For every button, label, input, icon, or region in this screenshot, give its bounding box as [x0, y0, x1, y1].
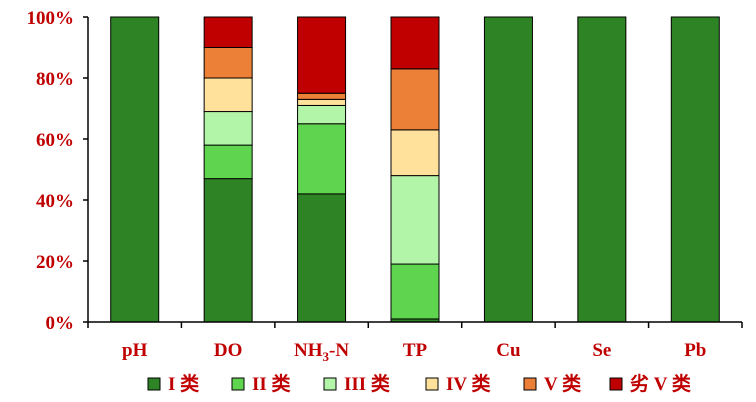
x-tick-label: NH3-N	[294, 340, 349, 364]
x-tick-label: pH	[122, 340, 148, 361]
bar-segment-tp-s4	[390, 68, 440, 131]
legend-swatch	[425, 377, 439, 391]
bar-segment-nh3-n-s2	[297, 104, 347, 125]
bar-segment-cu-s0	[483, 16, 533, 323]
bar-segment-se-s0	[577, 16, 627, 323]
bar-segment-nh3-n-s1	[297, 123, 347, 195]
legend-swatch	[609, 377, 623, 391]
bar-segment-nh3-n-s4	[297, 92, 347, 100]
axes-group	[83, 16, 743, 328]
bar-segment-do-s0	[203, 178, 253, 323]
legend-swatch	[523, 377, 537, 391]
legend-label: II 类	[252, 372, 291, 395]
x-tick-label: Se	[592, 340, 611, 361]
bar-segment-ph-s0	[110, 16, 160, 323]
x-tick-labels: pH DO NH3-N TP Cu Se Pb	[122, 340, 706, 364]
bar-segment-do-s1	[203, 144, 253, 180]
bar-segment-do-s4	[203, 47, 253, 79]
bar-segment-nh3-n-s3	[297, 98, 347, 106]
bar-segment-nh3-n-s0	[297, 193, 347, 323]
legend-swatch	[147, 377, 161, 391]
x-tick-label: DO	[214, 340, 243, 361]
legend: I 类 II 类 III 类 IV 类 V 类 劣 V 类	[147, 372, 691, 395]
legend-label: 劣 V 类	[630, 372, 691, 395]
bar-segment-tp-s3	[390, 129, 440, 177]
bar-segment-do-s3	[203, 77, 253, 113]
x-tick-label: Cu	[496, 340, 521, 361]
bar-segment-tp-s1	[390, 263, 440, 320]
bar-segment-do-s2	[203, 111, 253, 146]
legend-label: I 类	[168, 372, 199, 395]
y-tick-label: 40%	[36, 191, 74, 212]
y-tick-label: 0%	[46, 313, 75, 334]
y-tick-labels: 0% 20% 40% 60% 80% 100%	[27, 8, 75, 334]
x-tick-label: TP	[403, 340, 428, 361]
legend-swatch	[323, 377, 337, 391]
bar-segment-pb-s0	[670, 16, 720, 323]
y-tick-label: 100%	[27, 8, 75, 29]
y-tick-label: 60%	[36, 130, 74, 151]
bar-segment-nh3-n-s5	[297, 16, 347, 94]
legend-swatch	[231, 377, 245, 391]
bar-segment-do-s5	[203, 16, 253, 48]
legend-label: IV 类	[446, 372, 491, 395]
x-tick-label: Pb	[684, 340, 706, 361]
y-tick-label: 80%	[36, 69, 74, 90]
bars-group	[110, 16, 720, 323]
bar-segment-tp-s2	[390, 175, 440, 265]
bar-segment-tp-s5	[390, 16, 440, 70]
legend-label: V 类	[544, 372, 581, 395]
legend-label: III 类	[344, 372, 390, 395]
y-tick-label: 20%	[36, 252, 74, 273]
